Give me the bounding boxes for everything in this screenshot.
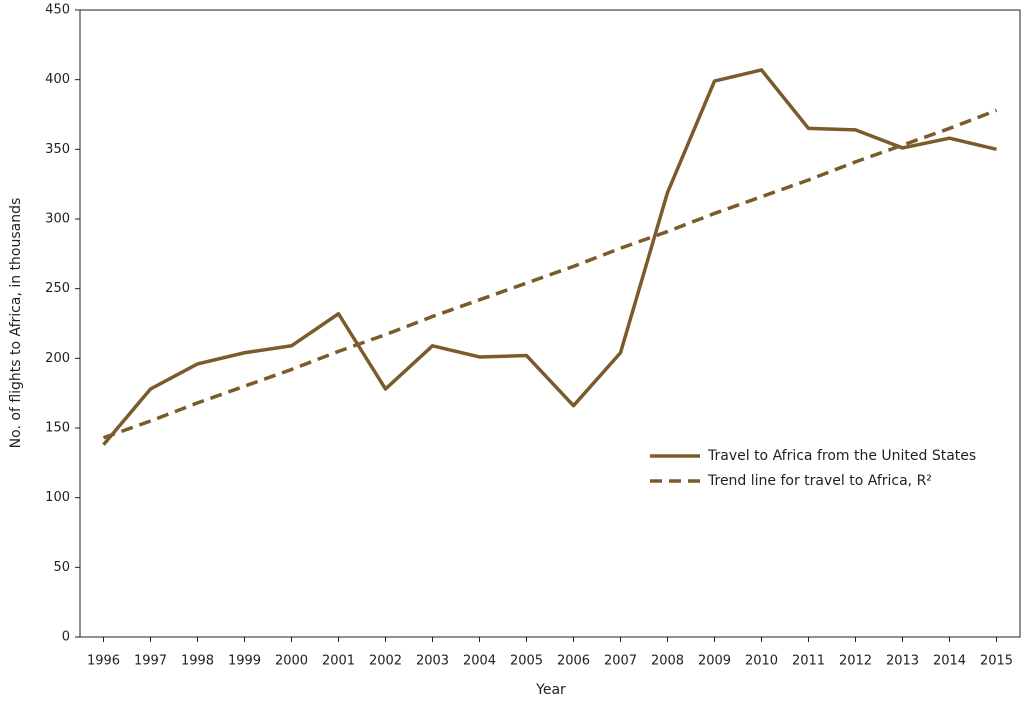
- x-tick-label: 2003: [416, 654, 449, 669]
- x-tick-label: 2004: [463, 654, 496, 669]
- y-axis-title: No. of flights to Africa, in thousands: [8, 198, 24, 449]
- x-axis-title: Year: [535, 682, 566, 698]
- x-tick-label: 2000: [275, 654, 308, 669]
- y-tick-label: 50: [53, 560, 70, 575]
- y-tick-label: 100: [45, 490, 70, 505]
- x-tick-label: 1997: [134, 654, 167, 669]
- x-tick-label: 2013: [886, 654, 919, 669]
- x-tick-label: 1996: [87, 654, 120, 669]
- x-tick-label: 2009: [698, 654, 731, 669]
- x-tick-label: 2012: [839, 654, 872, 669]
- legend-label: Travel to Africa from the United States: [707, 448, 976, 464]
- series-line: [102, 68, 997, 446]
- x-tick-label: 1999: [228, 654, 261, 669]
- y-tick-label: 300: [45, 212, 70, 227]
- legend-label: Trend line for travel to Africa, R²: [707, 473, 932, 489]
- x-tick-label: 2007: [604, 654, 637, 669]
- x-tick-label: 2008: [651, 654, 684, 669]
- x-tick-label: 1998: [181, 654, 214, 669]
- x-tick-label: 2010: [745, 654, 778, 669]
- x-tick-label: 2001: [322, 654, 355, 669]
- y-tick-label: 150: [45, 421, 70, 436]
- x-tick-label: 2006: [557, 654, 590, 669]
- x-tick-label: 2011: [792, 654, 825, 669]
- y-tick-label: 0: [62, 630, 70, 645]
- x-tick-label: 2002: [369, 654, 402, 669]
- x-tick-label: 2005: [510, 654, 543, 669]
- x-tick-label: 2014: [933, 654, 966, 669]
- series-line: [102, 108, 998, 440]
- y-tick-label: 350: [45, 142, 70, 157]
- y-tick-label: 250: [45, 281, 70, 296]
- x-tick-label: 2015: [980, 654, 1013, 669]
- plot-frame: [79, 9, 1021, 638]
- y-tick-label: 200: [45, 351, 70, 366]
- y-tick-label: 450: [45, 3, 70, 18]
- y-tick-label: 400: [45, 72, 70, 87]
